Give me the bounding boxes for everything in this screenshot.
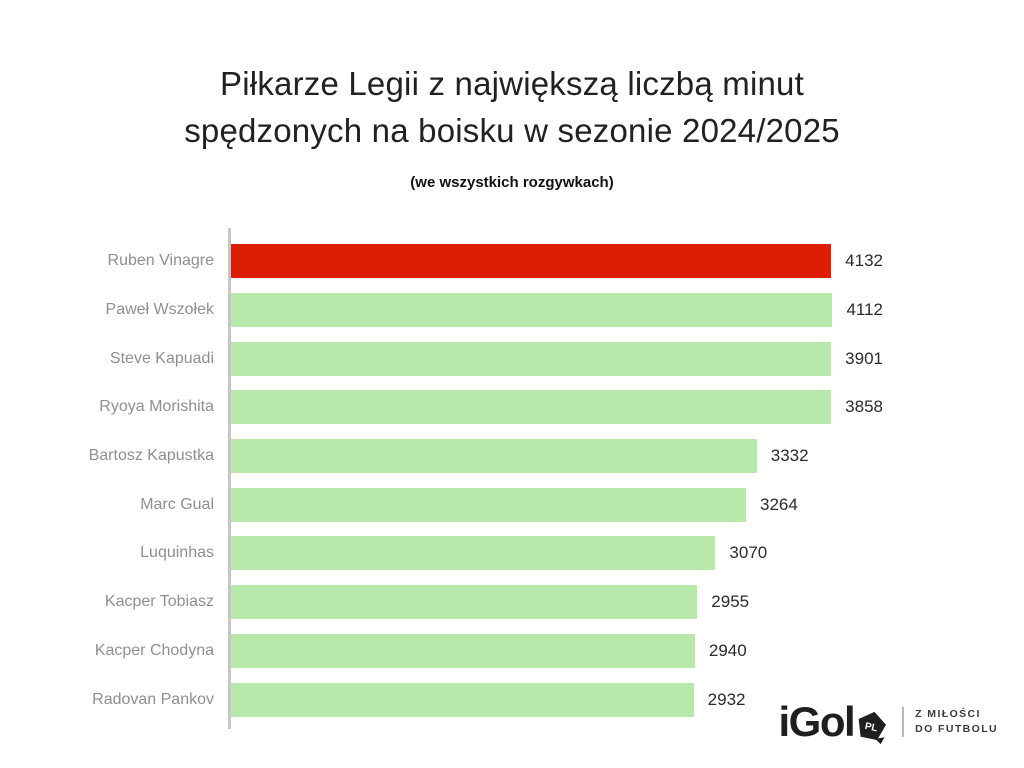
pentagon-pl-badge-icon: PL: [858, 711, 887, 744]
bar: [231, 390, 832, 425]
chart-title: Piłkarze Legii z największą liczbą minut…: [0, 60, 1024, 154]
player-label: Ryoya Morishita: [99, 398, 214, 416]
value-label: 2955: [711, 592, 750, 612]
igol-logo: iGol PL Z MIŁOŚCI DO FUTBOLU: [779, 700, 999, 744]
bar: [231, 439, 757, 474]
value-label: 3858: [845, 397, 883, 417]
value-label: 2932: [707, 689, 746, 709]
player-label: Paweł Wszołek: [105, 301, 214, 319]
bar-chart-rows: Ruben Vinagre 4132 Paweł Wszołek 4112 St…: [0, 237, 1024, 724]
value-label: 4132: [845, 251, 883, 271]
chart-row: Ryoya Morishita 3858: [0, 383, 1024, 432]
chart-row: Kacper Tobiasz 2955: [0, 578, 1024, 627]
value-label: 3332: [770, 446, 809, 466]
logo-tagline-line2: DO FUTBOLU: [915, 723, 998, 735]
player-label: Kacper Tobiasz: [104, 593, 214, 611]
bar: [231, 585, 698, 620]
value-label: 2940: [708, 640, 747, 660]
player-label: Marc Gual: [140, 495, 214, 513]
chart-row: Ruben Vinagre 4132: [0, 237, 1024, 286]
logo-divider: [902, 707, 905, 737]
chart-row: Paweł Wszołek 4112: [0, 286, 1024, 335]
player-label: Luquinhas: [140, 544, 214, 562]
player-label: Bartosz Kapustka: [88, 447, 214, 465]
chart-title-line2: spędzonych na boisku w sezonie 2024/2025: [184, 112, 840, 149]
chart-row: Kacper Chodyna 2940: [0, 627, 1024, 676]
bar: [231, 536, 716, 571]
bar: [231, 244, 832, 279]
player-label: Radovan Pankov: [92, 690, 214, 708]
value-label: 3901: [845, 348, 883, 368]
bar-track: 4132: [231, 244, 883, 279]
bar-track: 4112: [231, 293, 883, 328]
player-label: Kacper Chodyna: [94, 641, 214, 659]
bar: [231, 682, 694, 717]
player-label: Steve Kapuadi: [109, 349, 214, 367]
bar-track: 3070: [231, 536, 883, 571]
bar-track: 3901: [231, 341, 883, 376]
value-label: 4112: [846, 300, 883, 320]
chart-subtitle: (we wszystkich rozgywkach): [410, 174, 614, 191]
chart-row: Bartosz Kapustka 3332: [0, 432, 1024, 481]
badge-pl-text: PL: [864, 721, 879, 734]
y-axis-line: [228, 228, 231, 729]
chart-row: Steve Kapuadi 3901: [0, 334, 1024, 383]
logo-tagline-line1: Z MIŁOŚCI: [915, 708, 981, 720]
chart-row: Luquinhas 3070: [0, 529, 1024, 578]
logo-tagline: Z MIŁOŚCI DO FUTBOLU: [915, 707, 998, 737]
chart-row: Marc Gual 3264: [0, 480, 1024, 529]
bar-track: 2932: [231, 682, 883, 717]
chart-title-line1: Piłkarze Legii z największą liczbą minut: [220, 65, 804, 102]
bar-track: 3264: [231, 487, 883, 522]
chart-row: Radovan Pankov 2932: [0, 675, 1024, 724]
bar-track: 3332: [231, 439, 883, 474]
bar-track: 2955: [231, 585, 883, 620]
bar: [231, 487, 746, 522]
bar: [231, 633, 695, 668]
value-label: 3070: [729, 543, 768, 563]
bar: [231, 293, 833, 328]
player-label: Ruben Vinagre: [107, 252, 214, 270]
bar-track: 2940: [231, 633, 883, 668]
bar: [231, 341, 832, 376]
value-label: 3264: [760, 494, 798, 514]
igol-brand-text: iGol: [778, 698, 856, 745]
bar-track: 3858: [231, 390, 883, 425]
